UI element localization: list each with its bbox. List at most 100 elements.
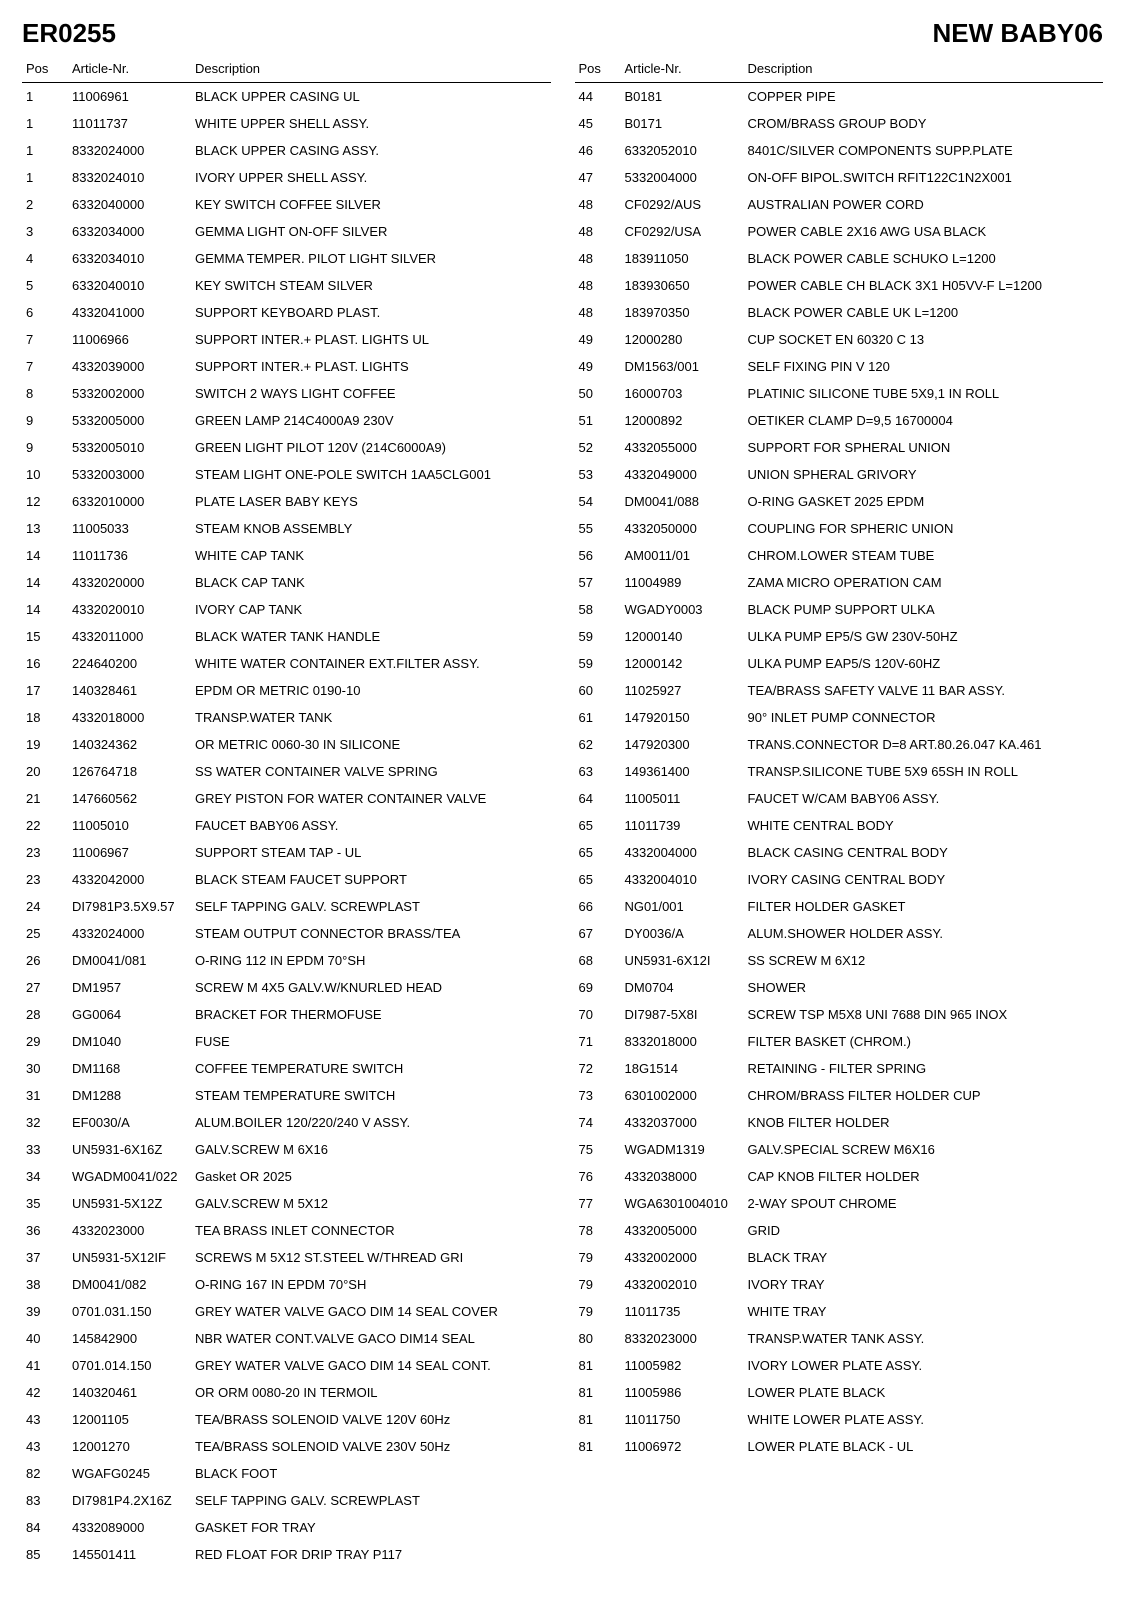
table-row: 33UN5931-6X16ZGALV.SCREW M 6X16 <box>22 1136 551 1163</box>
table-row: 4312001105TEA/BRASS SOLENOID VALVE 120V … <box>22 1406 551 1433</box>
cell-pos: 81 <box>575 1433 621 1460</box>
table-row: 77WGA63010040102-WAY SPOUT CHROME <box>575 1190 1104 1217</box>
cell-pos: 4 <box>22 245 68 272</box>
cell-article: 183930650 <box>621 272 744 299</box>
cell-pos: 26 <box>22 947 68 974</box>
cell-article: 4332055000 <box>621 434 744 461</box>
table-row: 45B0171CROM/BRASS GROUP BODY <box>575 110 1104 137</box>
table-row: 74332039000SUPPORT INTER.+ PLAST. LIGHTS <box>22 353 551 380</box>
cell-article: 4332004010 <box>621 866 744 893</box>
cell-article: 11005011 <box>621 785 744 812</box>
cell-article: 4332024000 <box>68 920 191 947</box>
cell-article: UN5931-6X12I <box>621 947 744 974</box>
cell-pos: 33 <box>22 1136 68 1163</box>
cell-description: POWER CABLE 2X16 AWG USA BLACK <box>744 218 1104 245</box>
cell-pos: 59 <box>575 623 621 650</box>
cell-article: 11011739 <box>621 812 744 839</box>
table-row: 718332018000FILTER BASKET (CHROM.) <box>575 1028 1104 1055</box>
cell-pos: 3 <box>22 218 68 245</box>
table-row: 144332020000BLACK CAP TANK <box>22 569 551 596</box>
cell-article: 12001105 <box>68 1406 191 1433</box>
cell-description: BLACK CASING CENTRAL BODY <box>744 839 1104 866</box>
cell-pos: 60 <box>575 677 621 704</box>
cell-pos: 81 <box>575 1379 621 1406</box>
cell-pos: 14 <box>22 569 68 596</box>
cell-description: GREEN LIGHT PILOT 120V (214C6000A9) <box>191 434 551 461</box>
cell-article: 11006967 <box>68 839 191 866</box>
cell-description: BLACK POWER CABLE SCHUKO L=1200 <box>744 245 1104 272</box>
cell-article: 12001270 <box>68 1433 191 1460</box>
table-row: 35UN5931-5X12ZGALV.SCREW M 5X12 <box>22 1190 551 1217</box>
cell-pos: 67 <box>575 920 621 947</box>
cell-description: FILTER BASKET (CHROM.) <box>744 1028 1104 1055</box>
cell-article: 5332004000 <box>621 164 744 191</box>
cell-description: 90° INLET PUMP CONNECTOR <box>744 704 1104 731</box>
cell-description: BLACK PUMP SUPPORT ULKA <box>744 596 1104 623</box>
table-row: 56332040010KEY SWITCH STEAM SILVER <box>22 272 551 299</box>
table-row: 5016000703PLATINIC SILICONE TUBE 5X9,1 I… <box>575 380 1104 407</box>
cell-pos: 82 <box>22 1460 68 1487</box>
cell-description: SELF TAPPING GALV. SCREWPLAST <box>191 893 551 920</box>
cell-pos: 6 <box>22 299 68 326</box>
table-row: 34WGADM0041/022Gasket OR 2025 <box>22 1163 551 1190</box>
table-row: 364332023000TEA BRASS INLET CONNECTOR <box>22 1217 551 1244</box>
table-row: 62147920300TRANS.CONNECTOR D=8 ART.80.26… <box>575 731 1104 758</box>
cell-pos: 55 <box>575 515 621 542</box>
cell-description: KEY SWITCH COFFEE SILVER <box>191 191 551 218</box>
cell-pos: 2 <box>22 191 68 218</box>
table-row: 85332002000SWITCH 2 WAYS LIGHT COFFEE <box>22 380 551 407</box>
table-row: 68UN5931-6X12ISS SCREW M 6X12 <box>575 947 1104 974</box>
cell-article: 6301002000 <box>621 1082 744 1109</box>
cell-description: SUPPORT INTER.+ PLAST. LIGHTS UL <box>191 326 551 353</box>
cell-pos: 48 <box>575 245 621 272</box>
cell-article: UN5931-5X12Z <box>68 1190 191 1217</box>
cell-article: 149361400 <box>621 758 744 785</box>
table-row: 24DI7981P3.5X9.57SELF TAPPING GALV. SCRE… <box>22 893 551 920</box>
cell-article: 145501411 <box>68 1541 191 1568</box>
cell-article: 12000142 <box>621 650 744 677</box>
cell-pos: 76 <box>575 1163 621 1190</box>
cell-pos: 16 <box>22 650 68 677</box>
table-row: 6011025927TEA/BRASS SAFETY VALVE 11 BAR … <box>575 677 1104 704</box>
cell-article: 140320461 <box>68 1379 191 1406</box>
table-row: 4912000280CUP SOCKET EN 60320 C 13 <box>575 326 1104 353</box>
table-row: 111011737WHITE UPPER SHELL ASSY. <box>22 110 551 137</box>
cell-pos: 48 <box>575 299 621 326</box>
cell-pos: 8 <box>22 380 68 407</box>
table-row: 30DM1168COFFEE TEMPERATURE SWITCH <box>22 1055 551 1082</box>
cell-article: 0701.031.150 <box>68 1298 191 1325</box>
right-column: Pos Article-Nr. Description 44B0181COPPE… <box>575 55 1104 1568</box>
cell-pos: 79 <box>575 1298 621 1325</box>
cell-pos: 66 <box>575 893 621 920</box>
table-header-row: Pos Article-Nr. Description <box>22 55 551 83</box>
table-row: 8111005982IVORY LOWER PLATE ASSY. <box>575 1352 1104 1379</box>
cell-description: CAP KNOB FILTER HOLDER <box>744 1163 1104 1190</box>
cell-description: COPPER PIPE <box>744 83 1104 111</box>
cell-description: Gasket OR 2025 <box>191 1163 551 1190</box>
cell-description: O-RING GASKET 2025 EPDM <box>744 488 1104 515</box>
table-row: 46332034010GEMMA TEMPER. PILOT LIGHT SIL… <box>22 245 551 272</box>
cell-pos: 40 <box>22 1325 68 1352</box>
table-row: 554332050000COUPLING FOR SPHERIC UNION <box>575 515 1104 542</box>
cell-article: DM0041/088 <box>621 488 744 515</box>
cell-article: 4332038000 <box>621 1163 744 1190</box>
cell-pos: 73 <box>575 1082 621 1109</box>
cell-article: 4332004000 <box>621 839 744 866</box>
cell-description: 8401C/SILVER COMPONENTS SUPP.PLATE <box>744 137 1104 164</box>
cell-article: 8332018000 <box>621 1028 744 1055</box>
cell-pos: 68 <box>575 947 621 974</box>
cell-article: 183970350 <box>621 299 744 326</box>
table-row: 5912000140ULKA PUMP EP5/S GW 230V-50HZ <box>575 623 1104 650</box>
table-row: 69DM0704SHOWER <box>575 974 1104 1001</box>
table-row: 144332020010IVORY CAP TANK <box>22 596 551 623</box>
table-row: 19140324362OR METRIC 0060-30 IN SILICONE <box>22 731 551 758</box>
table-row: 20126764718SS WATER CONTAINER VALVE SPRI… <box>22 758 551 785</box>
cell-article: WGA6301004010 <box>621 1190 744 1217</box>
cell-pos: 1 <box>22 137 68 164</box>
cell-article: 4332089000 <box>68 1514 191 1541</box>
cell-description: OETIKER CLAMP D=9,5 16700004 <box>744 407 1104 434</box>
cell-pos: 14 <box>22 596 68 623</box>
cell-description: OR METRIC 0060-30 IN SILICONE <box>191 731 551 758</box>
cell-description: WHITE UPPER SHELL ASSY. <box>191 110 551 137</box>
cell-pos: 42 <box>22 1379 68 1406</box>
